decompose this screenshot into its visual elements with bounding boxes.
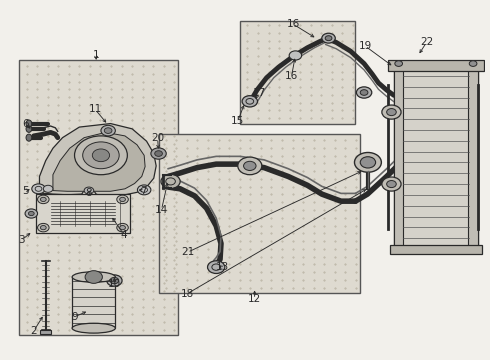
Circle shape xyxy=(395,61,402,66)
Circle shape xyxy=(360,157,376,168)
Circle shape xyxy=(354,153,381,172)
Ellipse shape xyxy=(72,323,115,333)
Polygon shape xyxy=(40,123,156,196)
Circle shape xyxy=(83,142,119,169)
Bar xyxy=(394,67,403,247)
Text: 16: 16 xyxy=(285,71,298,81)
Text: 4: 4 xyxy=(121,230,127,240)
Circle shape xyxy=(92,149,110,162)
Circle shape xyxy=(382,105,401,119)
Circle shape xyxy=(85,271,102,283)
Text: 19: 19 xyxy=(358,41,372,51)
Circle shape xyxy=(137,185,151,195)
Circle shape xyxy=(117,195,128,204)
Text: 6: 6 xyxy=(22,118,28,129)
Text: 22: 22 xyxy=(420,37,433,48)
Circle shape xyxy=(43,185,53,192)
Ellipse shape xyxy=(26,125,32,132)
Bar xyxy=(394,67,478,247)
Circle shape xyxy=(151,148,166,159)
Circle shape xyxy=(38,224,49,232)
Text: 17: 17 xyxy=(253,87,266,98)
Circle shape xyxy=(322,33,335,43)
Text: 12: 12 xyxy=(248,294,261,304)
Circle shape xyxy=(161,174,180,189)
Text: 8: 8 xyxy=(86,188,92,198)
Circle shape xyxy=(84,187,94,194)
Text: 21: 21 xyxy=(181,247,194,257)
Circle shape xyxy=(155,151,162,156)
Text: 7: 7 xyxy=(140,186,147,195)
Text: 9: 9 xyxy=(71,312,78,322)
Circle shape xyxy=(101,125,115,136)
Circle shape xyxy=(387,180,396,188)
Ellipse shape xyxy=(26,134,32,141)
Circle shape xyxy=(107,275,122,286)
Circle shape xyxy=(325,36,332,41)
Circle shape xyxy=(104,128,112,134)
Text: 10: 10 xyxy=(108,279,121,289)
Circle shape xyxy=(74,136,127,175)
Circle shape xyxy=(382,177,401,191)
Text: 1: 1 xyxy=(93,50,99,60)
Text: 20: 20 xyxy=(151,133,164,143)
Polygon shape xyxy=(72,277,115,328)
Circle shape xyxy=(41,197,46,202)
Circle shape xyxy=(32,184,45,194)
Polygon shape xyxy=(40,330,51,334)
Circle shape xyxy=(469,61,477,66)
Circle shape xyxy=(117,224,128,232)
Text: 16: 16 xyxy=(286,19,300,29)
Circle shape xyxy=(120,225,125,230)
Bar xyxy=(19,60,178,335)
Ellipse shape xyxy=(72,272,115,282)
Circle shape xyxy=(110,277,119,284)
Text: 2: 2 xyxy=(30,326,37,336)
Circle shape xyxy=(387,109,396,116)
Bar xyxy=(388,60,484,71)
Bar xyxy=(159,134,360,293)
Text: 13: 13 xyxy=(215,262,228,273)
Circle shape xyxy=(41,225,46,230)
Text: 5: 5 xyxy=(22,186,29,195)
Bar xyxy=(468,67,478,247)
Circle shape xyxy=(238,157,262,175)
Circle shape xyxy=(360,90,368,95)
Ellipse shape xyxy=(26,120,32,127)
Bar xyxy=(240,21,355,123)
Text: 3: 3 xyxy=(19,235,25,245)
Polygon shape xyxy=(53,132,145,191)
Polygon shape xyxy=(36,194,130,233)
Bar xyxy=(390,245,482,254)
Circle shape xyxy=(242,96,257,107)
Text: 18: 18 xyxy=(181,289,194,298)
Circle shape xyxy=(356,87,372,98)
Text: 14: 14 xyxy=(155,205,168,215)
Circle shape xyxy=(120,197,125,202)
Text: 11: 11 xyxy=(89,104,102,114)
Circle shape xyxy=(289,51,302,60)
Circle shape xyxy=(38,195,49,204)
Circle shape xyxy=(244,161,256,171)
Circle shape xyxy=(208,261,225,274)
Text: 15: 15 xyxy=(231,116,245,126)
Circle shape xyxy=(28,211,34,216)
Circle shape xyxy=(25,209,38,218)
